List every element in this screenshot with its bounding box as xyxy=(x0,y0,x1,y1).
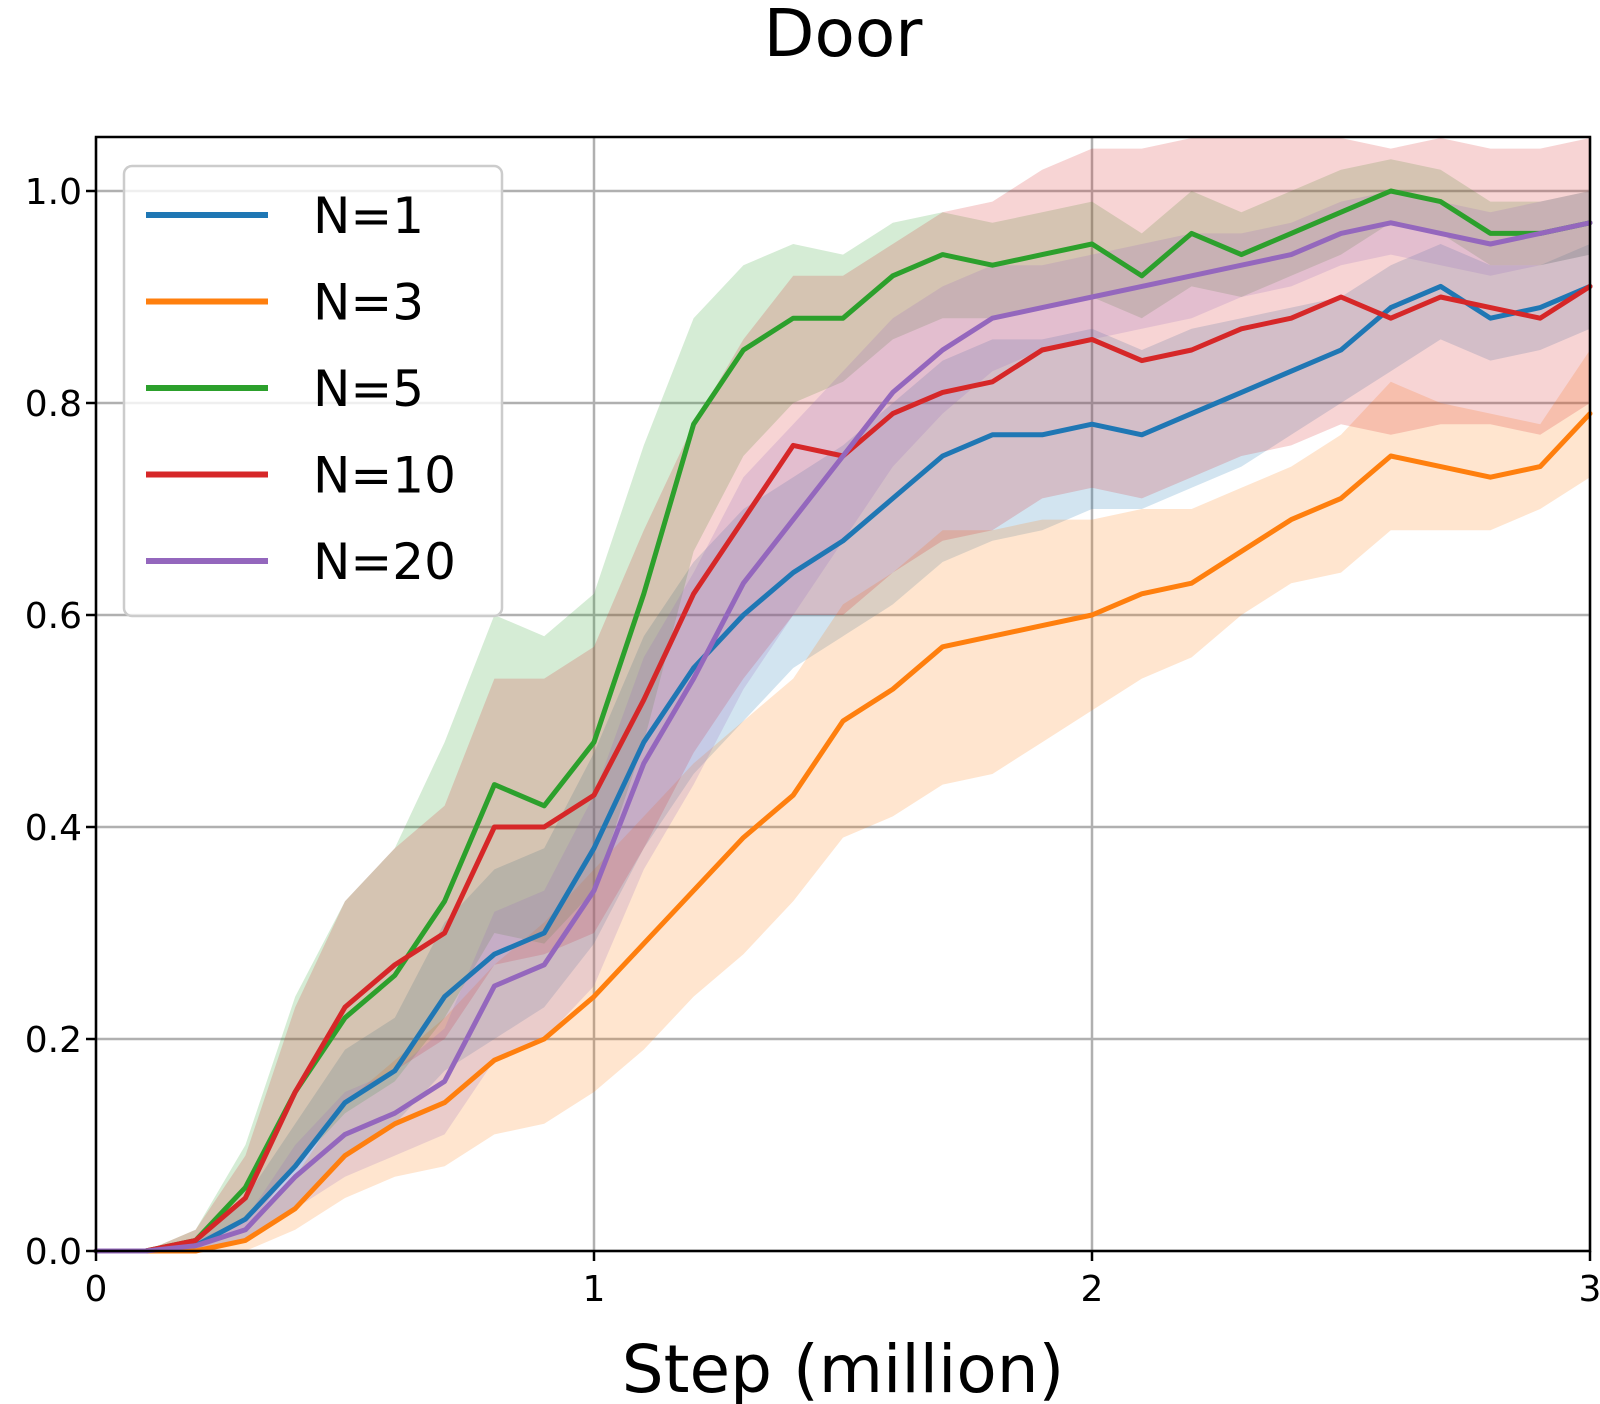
line-n1 xyxy=(93,283,1593,1254)
x-tick-label: 1 xyxy=(583,1269,606,1310)
legend-item: N=20 xyxy=(146,533,456,591)
line-n3 xyxy=(93,411,1593,1254)
legend-item: N=10 xyxy=(146,447,456,505)
band-n20 xyxy=(96,191,1590,1251)
x-axis-label: Step (million) xyxy=(622,1331,1065,1404)
legend-label: N=10 xyxy=(313,447,456,505)
y-tick-label: 0.4 xyxy=(25,808,82,849)
legend-item: N=1 xyxy=(146,187,424,245)
x-tick-label: 3 xyxy=(1579,1269,1600,1310)
y-tick-label: 1.0 xyxy=(25,172,82,213)
band-n5 xyxy=(96,159,1590,1252)
legend-label: N=1 xyxy=(313,187,424,245)
axis-ticks: 0 1 2 3 0.0 0.2 0.4 0.6 0.8 1.0 xyxy=(25,172,1600,1310)
y-tick-label: 0.6 xyxy=(25,596,82,637)
legend-box xyxy=(122,164,504,618)
y-tick-label: 0.2 xyxy=(25,1020,82,1061)
legend-label: N=3 xyxy=(313,274,424,332)
legend-label: N=20 xyxy=(313,533,456,591)
chart-title: Door xyxy=(764,0,924,72)
y-tick-label: 0.0 xyxy=(25,1232,82,1273)
legend-label: N=5 xyxy=(313,360,424,418)
series-lines xyxy=(93,188,1593,1254)
x-tick-label: 0 xyxy=(85,1269,108,1310)
band-n3 xyxy=(96,350,1590,1251)
line-n5 xyxy=(93,188,1593,1254)
y-tick-label: 0.8 xyxy=(25,384,82,425)
axes-frame xyxy=(94,135,1592,1253)
legend: N=1 N=3 N=5 N=10 N=20 xyxy=(122,164,504,618)
band-n1 xyxy=(96,244,1590,1251)
legend-item: N=5 xyxy=(146,360,424,418)
x-tick-label: 2 xyxy=(1081,1269,1104,1310)
line-n20 xyxy=(93,220,1593,1254)
legend-item: N=3 xyxy=(146,274,424,332)
